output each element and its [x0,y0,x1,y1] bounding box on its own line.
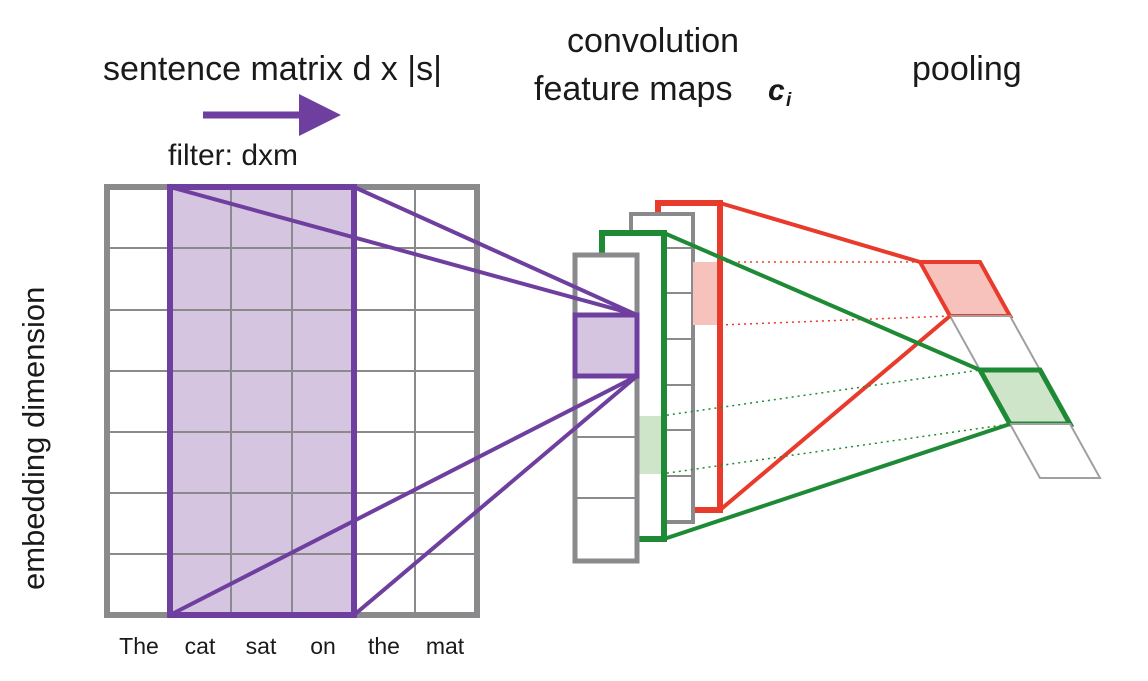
feature-map-symbol: c [768,74,785,107]
pooling-heading: pooling [912,50,1022,88]
sentence-matrix [104,184,480,618]
filter-label: filter: dxm [168,139,298,172]
word-label: the [368,633,400,659]
word-label: sat [246,633,277,659]
feature-map-active-cell [572,312,640,379]
green-pooling-connectors [663,231,1011,541]
convolution-heading: convolution [567,22,739,60]
word-label: cat [185,633,216,659]
red-pooling-connectors [718,201,952,512]
red-dotted-connectors [719,261,951,326]
pooling-cell-red [916,260,1014,318]
pooling-cell-green [975,367,1075,427]
word-label: The [119,633,159,659]
filter-window [167,184,357,618]
word-label: mat [426,633,465,659]
word-label: on [310,633,336,659]
embedding-dimension-label: embedding dimension [16,287,51,590]
filter-region-fill [170,187,354,615]
feature-maps-heading: feature maps [534,70,732,108]
pooling-vector [916,260,1102,479]
feature-map-subscript: i [786,90,792,111]
filter-projection-lines [169,185,639,617]
sentence-matrix-heading: sentence matrix d x |s| [103,50,442,88]
word-labels: The cat sat on the mat [119,633,465,659]
